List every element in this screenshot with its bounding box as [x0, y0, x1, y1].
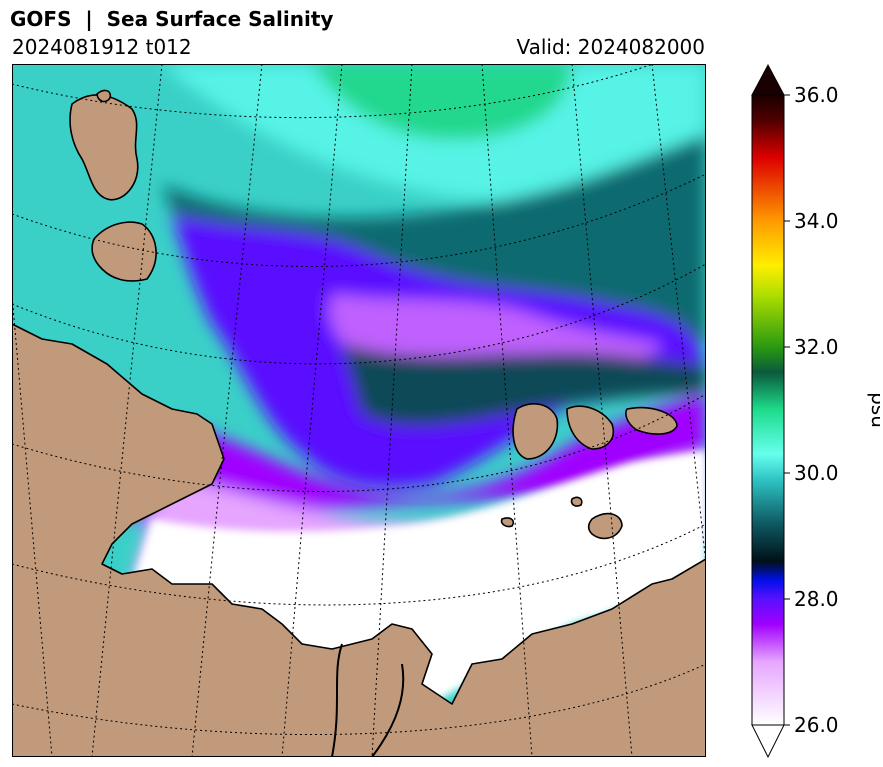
meridian-7 — [571, 64, 633, 757]
meridian-5 — [371, 64, 413, 757]
land-island-west — [91, 221, 157, 282]
colorbar-body — [751, 94, 785, 726]
latitude-line-5 — [12, 523, 706, 606]
salinity-map — [12, 64, 706, 757]
valid-time-label: Valid: 2024082000 — [516, 35, 705, 59]
river-1 — [331, 643, 343, 757]
land-island-northwest — [69, 94, 139, 201]
dark-front — [342, 344, 706, 426]
colorbar-extend-max — [751, 63, 785, 96]
meridian-6 — [481, 64, 533, 757]
land-island-east-2 — [566, 405, 614, 450]
land-island-small-c — [570, 496, 583, 507]
latitude-line-3 — [12, 263, 706, 365]
latitude-line-4 — [12, 393, 706, 492]
colorbar-tick-label: 30.0 — [794, 461, 839, 485]
colorbar-extend-min — [751, 724, 785, 759]
meridian-3 — [191, 64, 263, 757]
colorbar-tick-label: 36.0 — [794, 83, 839, 107]
meridian-8 — [651, 64, 706, 565]
land-mainland — [12, 323, 706, 757]
colorbar-unit-label: psu — [867, 392, 880, 428]
chart-title: GOFS | Sea Surface Salinity — [10, 7, 334, 31]
land-island-east-4 — [587, 512, 623, 540]
land-island-small-b — [500, 517, 515, 528]
latitude-line-6 — [12, 663, 706, 736]
colorbar-tick-label: 26.0 — [794, 713, 839, 737]
meridian-2 — [91, 64, 163, 757]
latitude-line-1 — [12, 64, 655, 119]
colorbar-tick-label: 28.0 — [794, 587, 839, 611]
map-frame — [12, 64, 706, 757]
latitude-line-2 — [12, 173, 706, 267]
green-shelf-north — [312, 64, 572, 140]
land-island-small-a — [96, 89, 112, 103]
colorbar-tick-label: 32.0 — [794, 335, 839, 359]
river-2 — [371, 663, 405, 757]
land-island-east-3 — [625, 406, 678, 435]
run-time-label: 2024081912 t012 — [12, 35, 192, 59]
land-island-east-1 — [512, 403, 559, 460]
meridian-4 — [281, 64, 343, 757]
colorbar-tick-label: 34.0 — [794, 209, 839, 233]
colorbar: 26.0 28.0 30.0 32.0 34.0 36.0 psu — [751, 63, 880, 759]
